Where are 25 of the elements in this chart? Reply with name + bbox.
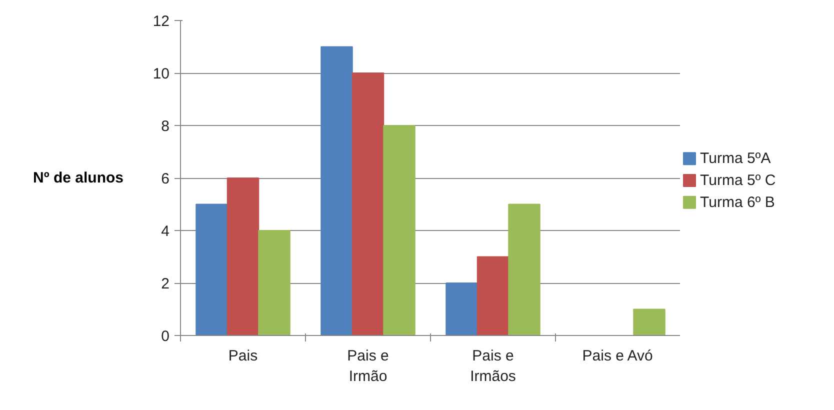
x-tick-label: Pais [228,348,258,364]
bar [258,230,290,336]
bar [196,204,228,336]
bar [226,178,260,336]
legend-label: Turma 5ºA [700,150,771,168]
y-tick-label: 12 [152,13,170,30]
bar [633,308,666,336]
legend-label: Turma 5º C [700,172,776,189]
bar [446,282,478,336]
legend-label: Turma 6º B [700,194,775,211]
bar [476,256,510,336]
y-axis-title: Nº de alunos [33,170,124,186]
y-tick-label: 6 [161,170,170,188]
y-tick-label: 8 [161,118,170,135]
x-tick-label: Pais e Avó [582,348,653,364]
bar [320,46,353,336]
bar [352,72,384,336]
y-tick-label: 4 [161,223,170,240]
y-tick-label: 10 [152,66,170,82]
x-tick-label: Pais e Irmãos [470,348,516,385]
bar [508,204,540,336]
x-tick-label: Pais e Irmão [347,348,389,385]
bar [383,125,416,336]
y-tick-label: 2 [161,276,170,292]
y-tick-label: 0 [161,328,170,345]
